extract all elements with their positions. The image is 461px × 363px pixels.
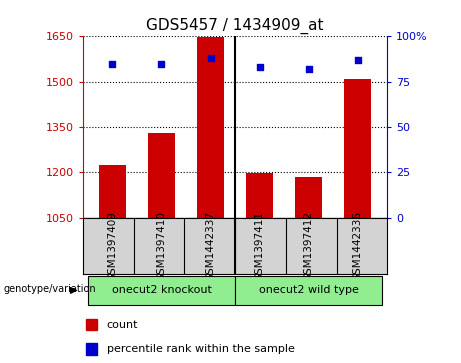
Bar xyxy=(86,343,97,355)
Bar xyxy=(88,276,235,305)
Text: onecut2 wild type: onecut2 wild type xyxy=(259,285,359,295)
Text: count: count xyxy=(106,320,138,330)
Title: GDS5457 / 1434909_at: GDS5457 / 1434909_at xyxy=(146,17,324,33)
Text: GSM1397410: GSM1397410 xyxy=(156,211,166,281)
Text: GSM1397412: GSM1397412 xyxy=(304,211,314,281)
Bar xyxy=(295,177,322,218)
Point xyxy=(109,61,116,66)
Text: genotype/variation: genotype/variation xyxy=(3,284,96,294)
Text: GSM1442336: GSM1442336 xyxy=(353,211,363,281)
Bar xyxy=(344,79,371,218)
Point xyxy=(207,55,214,61)
Point xyxy=(256,64,263,70)
Point xyxy=(354,57,361,63)
Bar xyxy=(148,133,175,218)
Text: GSM1442337: GSM1442337 xyxy=(206,211,216,281)
Point xyxy=(305,66,313,72)
Bar xyxy=(246,173,273,218)
Text: onecut2 knockout: onecut2 knockout xyxy=(112,285,212,295)
Bar xyxy=(86,319,97,330)
Text: percentile rank within the sample: percentile rank within the sample xyxy=(106,344,295,354)
Bar xyxy=(99,165,126,218)
Bar xyxy=(235,276,382,305)
Bar xyxy=(197,37,224,218)
Text: GSM1397409: GSM1397409 xyxy=(107,211,118,281)
Point xyxy=(158,61,165,66)
Text: GSM1397411: GSM1397411 xyxy=(254,211,265,281)
